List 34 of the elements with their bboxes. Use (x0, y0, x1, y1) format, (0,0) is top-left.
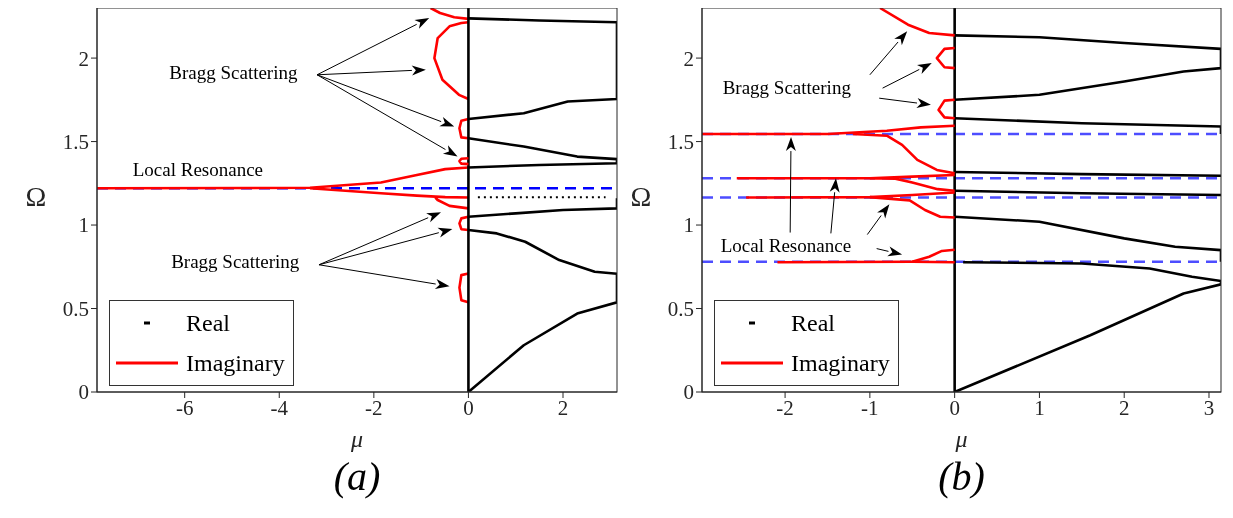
y-tick-label: 0.5 (667, 296, 694, 321)
legend-label: Real (186, 309, 230, 337)
x-axis-title: μ (349, 426, 364, 452)
x-tick-label: 3 (1203, 395, 1215, 420)
y-tick-label: 1.5 (667, 130, 694, 155)
text: (b) (938, 454, 985, 499)
annotation: Local Resonance (132, 158, 264, 180)
x-tick-label: 2 (557, 395, 569, 420)
y-tick-label: 0.5 (62, 296, 89, 321)
x-tick-label: -4 (270, 395, 289, 420)
y-tick-label: 2 (683, 46, 694, 71)
legend-label: Imaginary (791, 349, 890, 377)
text: (a) (333, 454, 381, 499)
y-axis-title: Ω (25, 181, 47, 213)
y-tick-label: 1.5 (62, 130, 89, 155)
x-tick-label: 0 (949, 395, 960, 420)
x-axis-title: μ (954, 426, 968, 452)
x-tick-label: -1 (861, 395, 879, 420)
annotation: Bragg Scattering (171, 251, 300, 273)
x-tick-label: 2 (1118, 395, 1130, 420)
y-tick-label: 1 (78, 213, 89, 238)
legend-label: Real (791, 309, 835, 337)
x-tick-label: -2 (365, 395, 383, 420)
annotation: Bragg Scattering (722, 77, 852, 99)
x-tick-label: -6 (175, 395, 194, 420)
annotation: Local Resonance (720, 235, 852, 257)
x-tick-label: -2 (776, 395, 794, 420)
y-axis-title: Ω (630, 181, 652, 213)
y-tick-label: 2 (78, 46, 89, 71)
legend-label: Imaginary (186, 349, 285, 377)
annotation: Bragg Scattering (169, 62, 298, 84)
y-tick-label: 1 (683, 213, 694, 238)
x-tick-label: 1 (1034, 395, 1045, 420)
x-tick-label: 0 (463, 395, 474, 420)
